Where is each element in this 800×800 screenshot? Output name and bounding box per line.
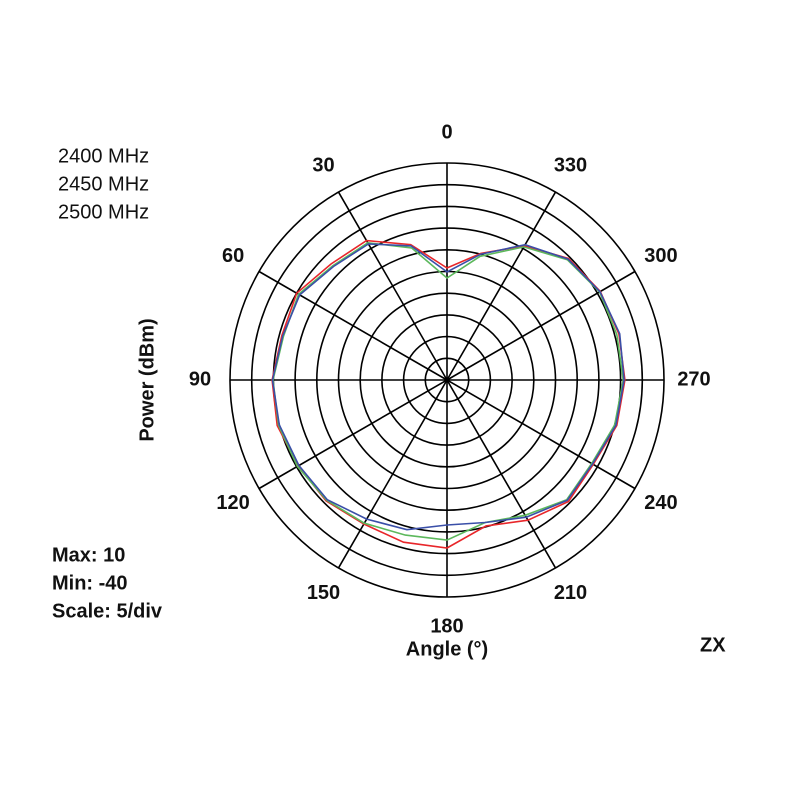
- grid-spoke: [446, 379, 636, 490]
- grid-spoke: [446, 270, 636, 381]
- stat-text: Scale: 5/div: [52, 600, 163, 622]
- legend-entry: 2500 MHz: [58, 201, 149, 223]
- angle-tick-label: 30: [312, 154, 334, 176]
- angle-tick-label: 60: [222, 245, 244, 267]
- x-axis-label: Angle (°): [406, 638, 488, 660]
- grid-spoke: [258, 270, 448, 381]
- series-line: [271, 239, 626, 549]
- angle-tick-label: 270: [677, 368, 710, 390]
- plane-label: ZX: [700, 634, 726, 656]
- angle-tick-label: 180: [430, 615, 463, 637]
- legend-entry: 2450 MHz: [58, 173, 149, 195]
- series-line: [271, 243, 625, 531]
- angle-tick-label: 90: [189, 368, 211, 390]
- y-axis-label: Power (dBm): [136, 318, 158, 441]
- angle-tick-label: 240: [644, 492, 677, 514]
- angle-tick-label: 0: [441, 121, 452, 143]
- grid-spoke: [337, 379, 448, 569]
- stat-text: Min: -40: [52, 572, 128, 594]
- stat-text: Max: 10: [52, 544, 125, 566]
- angle-tick-label: 210: [554, 582, 587, 604]
- grid-spoke: [337, 191, 448, 381]
- angle-tick-label: 300: [644, 245, 677, 267]
- angle-tick-label: 330: [554, 154, 587, 176]
- grid-spoke: [446, 191, 557, 381]
- angle-tick-label: 150: [307, 582, 340, 604]
- legend-entry: 2400 MHz: [58, 145, 149, 167]
- angle-tick-label: 120: [216, 492, 249, 514]
- grid-spoke: [258, 379, 448, 490]
- grid-spoke: [446, 379, 557, 569]
